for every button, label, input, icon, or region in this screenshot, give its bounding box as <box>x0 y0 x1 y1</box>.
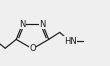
Text: N: N <box>39 20 46 29</box>
Text: N: N <box>19 20 26 29</box>
Text: O: O <box>29 44 36 53</box>
Text: HN: HN <box>64 37 76 46</box>
